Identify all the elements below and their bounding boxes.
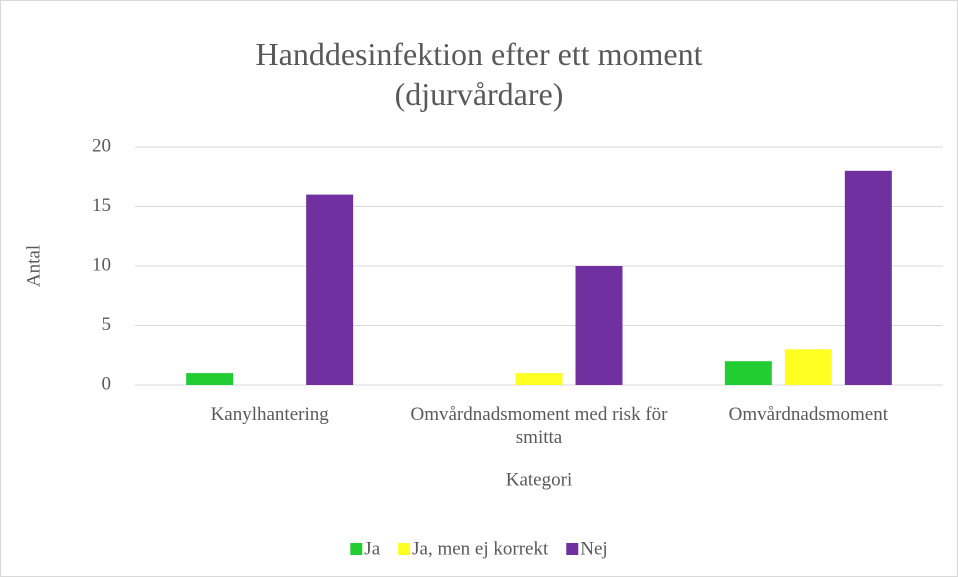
bar [784,349,832,385]
x-tick-label: Omvårdnadsmoment [728,404,888,425]
legend-label: Ja [364,538,380,559]
legend-label: Ja, men ej korrekt [412,538,549,559]
bar [844,170,892,385]
bar [186,373,234,385]
legend-swatch [566,543,579,555]
x-axis-label: Kategori [506,469,572,490]
x-tick-label: Kanylhantering [210,404,329,425]
chart-title: Handdesinfektion efter ett moment (djurv… [255,36,703,112]
y-axis-label: Antal [23,245,44,287]
y-tick-label: 0 [102,373,112,394]
bar [575,266,623,385]
y-tick-label: 5 [102,314,112,335]
bar [515,373,563,385]
legend-swatch [398,543,411,555]
x-tick-label: Omvårdnadsmoment med risk för smitta [410,404,668,448]
bar [724,361,772,385]
legend-label: Nej [580,538,607,559]
y-tick-label: 20 [92,135,111,156]
y-tick-label: 10 [92,254,111,275]
legend-swatch [350,543,363,555]
y-tick-label: 15 [92,195,111,216]
bar [306,194,354,385]
